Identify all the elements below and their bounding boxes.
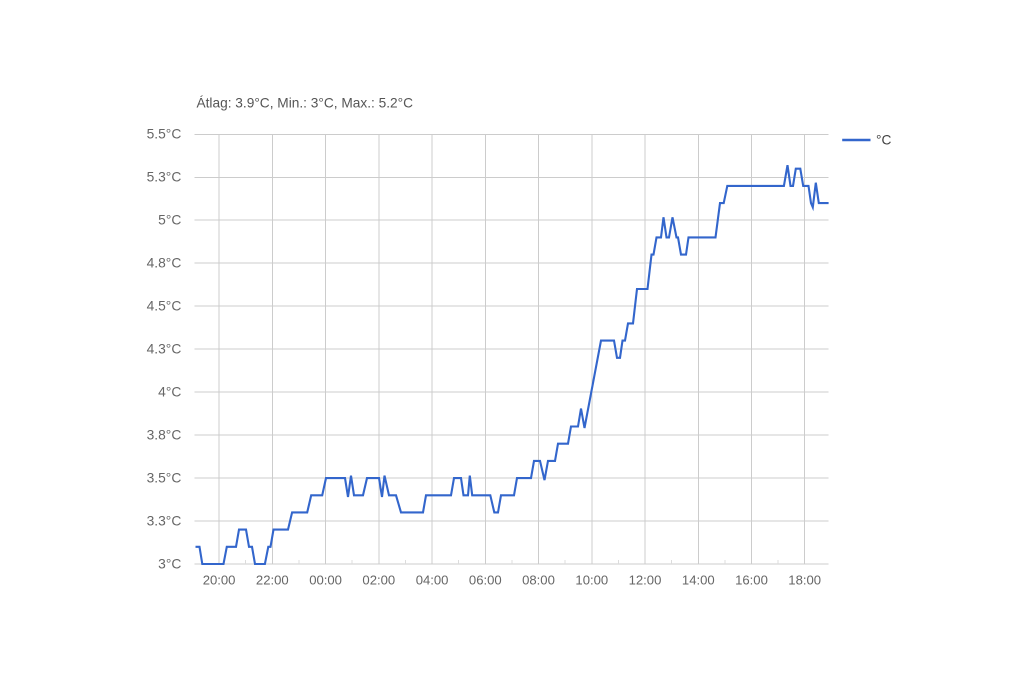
svg-text:16:00: 16:00 xyxy=(735,573,768,588)
svg-text:4°C: 4°C xyxy=(158,384,181,399)
svg-text:4.3°C: 4.3°C xyxy=(147,342,182,357)
svg-text:4.5°C: 4.5°C xyxy=(147,299,182,314)
svg-text:3.8°C: 3.8°C xyxy=(147,427,182,442)
svg-text:3°C: 3°C xyxy=(158,556,181,571)
svg-text:5.3°C: 5.3°C xyxy=(147,170,182,185)
svg-text:3.5°C: 3.5°C xyxy=(147,470,182,485)
svg-text:00:00: 00:00 xyxy=(309,573,342,588)
svg-text:22:00: 22:00 xyxy=(256,573,289,588)
svg-text:12:00: 12:00 xyxy=(629,573,662,588)
svg-text:14:00: 14:00 xyxy=(682,573,715,588)
svg-text:°C: °C xyxy=(876,132,891,147)
svg-text:08:00: 08:00 xyxy=(522,573,555,588)
svg-text:06:00: 06:00 xyxy=(469,573,502,588)
svg-text:04:00: 04:00 xyxy=(416,573,449,588)
svg-text:20:00: 20:00 xyxy=(203,573,236,588)
svg-text:5.5°C: 5.5°C xyxy=(147,127,182,142)
svg-text:4.8°C: 4.8°C xyxy=(147,256,182,271)
svg-text:Átlag: 3.9°C, Min.: 3°C, Max.:: Átlag: 3.9°C, Min.: 3°C, Max.: 5.2°C xyxy=(197,96,414,111)
svg-text:3.3°C: 3.3°C xyxy=(147,513,182,528)
svg-text:02:00: 02:00 xyxy=(362,573,395,588)
svg-text:18:00: 18:00 xyxy=(788,573,821,588)
svg-text:5°C: 5°C xyxy=(158,213,181,228)
svg-text:10:00: 10:00 xyxy=(575,573,608,588)
